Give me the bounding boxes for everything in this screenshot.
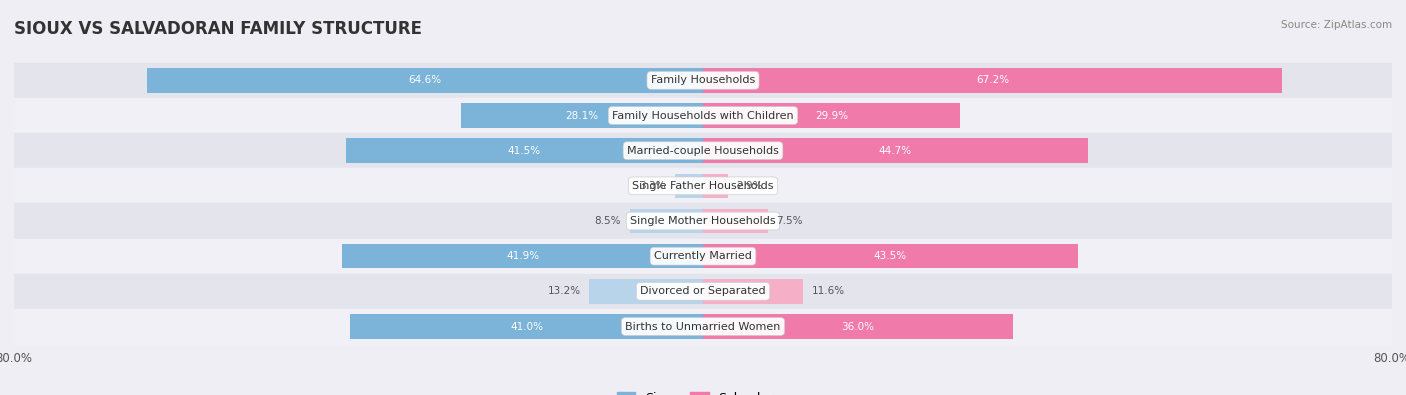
Bar xyxy=(14,98,1392,133)
Bar xyxy=(703,209,768,233)
Text: 13.2%: 13.2% xyxy=(547,286,581,296)
Text: Source: ZipAtlas.com: Source: ZipAtlas.com xyxy=(1281,20,1392,30)
Text: 29.9%: 29.9% xyxy=(815,111,848,120)
Text: 3.3%: 3.3% xyxy=(640,181,666,191)
Text: Divorced or Separated: Divorced or Separated xyxy=(640,286,766,296)
Bar xyxy=(630,209,703,233)
Bar xyxy=(703,68,1282,93)
Legend: Sioux, Salvadoran: Sioux, Salvadoran xyxy=(617,392,789,395)
Text: 2.9%: 2.9% xyxy=(737,181,763,191)
Bar xyxy=(703,314,1012,339)
Text: 41.5%: 41.5% xyxy=(508,146,541,156)
Bar xyxy=(461,103,703,128)
Text: 41.0%: 41.0% xyxy=(510,322,543,331)
Text: 67.2%: 67.2% xyxy=(976,75,1010,85)
Text: 7.5%: 7.5% xyxy=(776,216,803,226)
Bar xyxy=(346,138,703,163)
Text: 36.0%: 36.0% xyxy=(842,322,875,331)
Bar xyxy=(14,168,1392,203)
Bar xyxy=(675,173,703,198)
Text: Single Mother Households: Single Mother Households xyxy=(630,216,776,226)
Text: 41.9%: 41.9% xyxy=(506,251,538,261)
Text: 64.6%: 64.6% xyxy=(408,75,441,85)
Bar xyxy=(14,133,1392,168)
Text: 44.7%: 44.7% xyxy=(879,146,912,156)
Text: 8.5%: 8.5% xyxy=(595,216,621,226)
Bar xyxy=(703,173,728,198)
Text: 28.1%: 28.1% xyxy=(565,111,599,120)
Bar xyxy=(342,244,703,269)
Text: Family Households: Family Households xyxy=(651,75,755,85)
Text: Married-couple Households: Married-couple Households xyxy=(627,146,779,156)
Bar xyxy=(146,68,703,93)
Text: 43.5%: 43.5% xyxy=(873,251,907,261)
Bar xyxy=(14,274,1392,309)
Bar xyxy=(14,63,1392,98)
Bar xyxy=(589,279,703,304)
Bar xyxy=(350,314,703,339)
Bar xyxy=(14,309,1392,344)
Text: SIOUX VS SALVADORAN FAMILY STRUCTURE: SIOUX VS SALVADORAN FAMILY STRUCTURE xyxy=(14,20,422,38)
Bar xyxy=(14,203,1392,239)
Text: Currently Married: Currently Married xyxy=(654,251,752,261)
Text: Births to Unmarried Women: Births to Unmarried Women xyxy=(626,322,780,331)
Bar xyxy=(703,138,1088,163)
Bar xyxy=(14,239,1392,274)
Bar xyxy=(703,244,1077,269)
Bar xyxy=(703,103,960,128)
Bar xyxy=(703,279,803,304)
Text: 11.6%: 11.6% xyxy=(811,286,845,296)
Text: Single Father Households: Single Father Households xyxy=(633,181,773,191)
Text: Family Households with Children: Family Households with Children xyxy=(612,111,794,120)
